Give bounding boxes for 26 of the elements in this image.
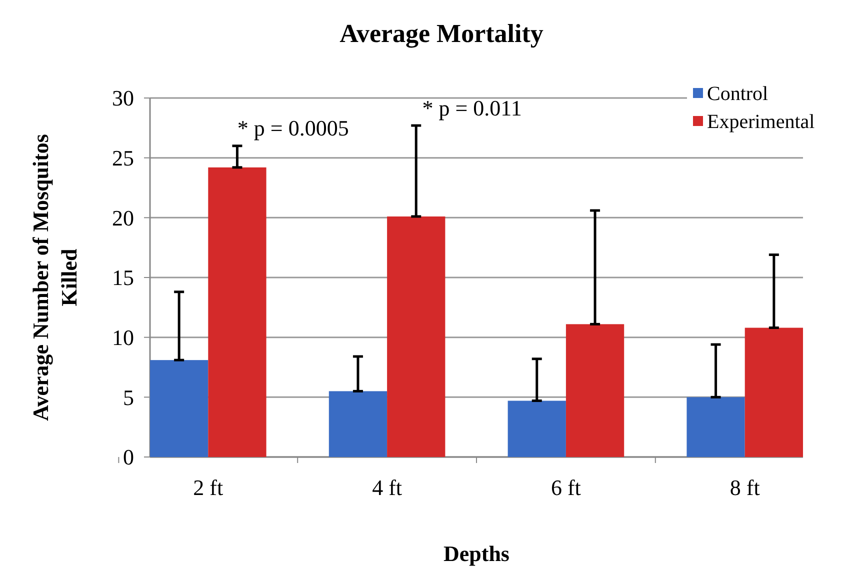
y-tick-label: 15 (112, 265, 134, 290)
legend-label: Control (707, 83, 769, 105)
bar (150, 360, 208, 457)
x-axis-title: Depths (443, 541, 510, 566)
annotation: * p = 0.011 (422, 96, 522, 121)
x-tick-label: 6 ft (550, 475, 581, 500)
y-tick-label: 0 (123, 444, 134, 470)
y-tick-label: 30 (112, 86, 134, 111)
bar (208, 167, 266, 457)
y-tick-label: 25 (112, 146, 134, 171)
bar (744, 328, 803, 457)
legend-label: Experimental (707, 111, 816, 133)
y-tick-label: 20 (112, 205, 134, 230)
chart-title: Average Mortality (340, 19, 544, 48)
y-tick-label: 10 (112, 325, 134, 350)
y-tick-label: 5 (123, 384, 134, 410)
x-tick-label: 2 ft (193, 475, 224, 500)
bar (566, 324, 624, 457)
y-axis-title: Average Number of Mosquitos Killed (28, 134, 82, 421)
x-tick-label: 4 ft (372, 475, 402, 500)
bar (328, 391, 388, 457)
bar (387, 216, 446, 457)
bar (686, 397, 745, 457)
annotation: * p = 0.0005 (237, 116, 349, 141)
bar (508, 400, 566, 457)
x-tick-label: 8 ft (730, 475, 760, 500)
